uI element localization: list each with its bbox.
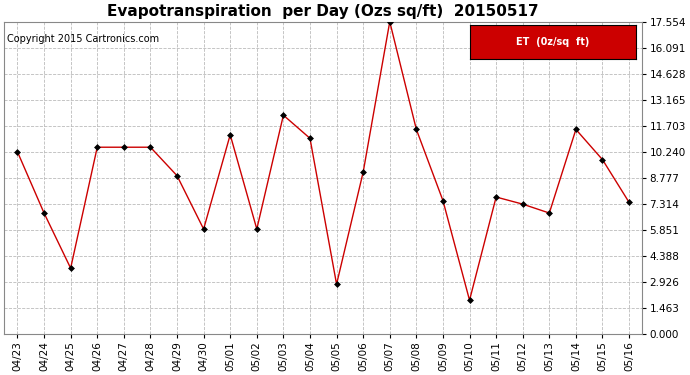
Text: Copyright 2015 Cartronics.com: Copyright 2015 Cartronics.com: [7, 34, 159, 44]
Title: Evapotranspiration  per Day (Ozs sq/ft)  20150517: Evapotranspiration per Day (Ozs sq/ft) 2…: [108, 4, 539, 19]
